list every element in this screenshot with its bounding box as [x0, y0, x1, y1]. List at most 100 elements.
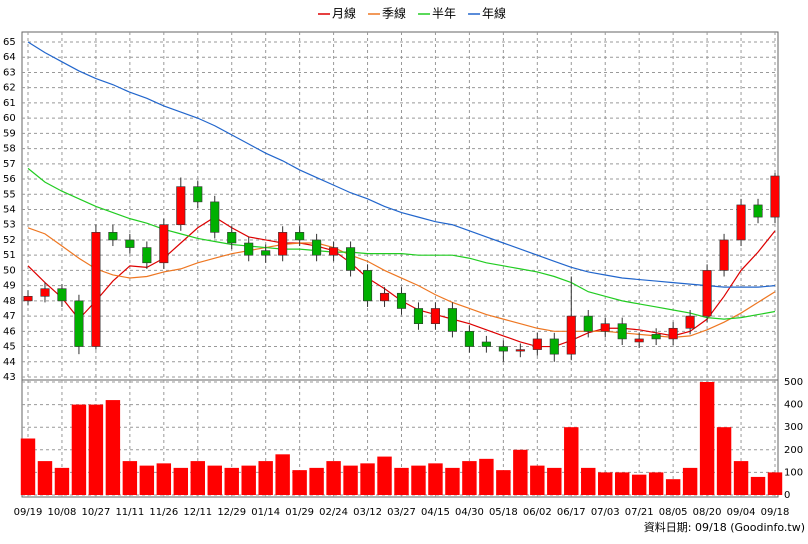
y-tick-label: 53	[3, 220, 16, 231]
y-tick-label: 59	[3, 128, 16, 139]
candle-body	[210, 201, 220, 233]
x-tick-label: 06/02	[523, 507, 552, 518]
candle-body	[549, 338, 559, 355]
volume-bar	[20, 438, 36, 495]
legend-label: 年線	[482, 6, 506, 21]
volume-bar	[767, 472, 783, 495]
volume-bar	[462, 461, 477, 495]
volume-bar	[530, 465, 545, 495]
volume-bar	[496, 470, 511, 495]
candle-body	[57, 288, 67, 302]
candle-body	[736, 204, 746, 241]
y-tick-label: 51	[3, 250, 16, 261]
volume-bar	[411, 465, 426, 495]
x-tick-label: 09/18	[761, 507, 790, 518]
volume-bar	[699, 382, 715, 495]
y2-tick-label: 400	[784, 400, 803, 411]
candle-body	[379, 292, 390, 302]
x-tick-label: 02/24	[319, 507, 348, 518]
y-tick-label: 56	[3, 174, 16, 185]
volume-bar	[343, 465, 358, 495]
x-tick-label: 03/27	[387, 507, 416, 518]
volume-bar	[614, 472, 630, 495]
candle-body	[464, 331, 474, 347]
volume-bar	[445, 467, 460, 495]
volume-bar	[360, 463, 375, 495]
candle-body	[413, 308, 424, 325]
candle-body	[363, 270, 373, 302]
candle-body	[91, 232, 101, 347]
y-tick-label: 57	[3, 159, 16, 170]
candle-body	[634, 338, 644, 343]
y-tick-label: 63	[3, 67, 16, 78]
y-tick-label: 58	[3, 144, 16, 155]
y-tick-label: 43	[3, 372, 16, 383]
candle-body	[583, 315, 593, 332]
volume-bar	[37, 461, 53, 495]
x-tick-label: 08/20	[693, 507, 722, 518]
candle-body	[753, 204, 763, 218]
x-tick-label: 11/26	[149, 507, 178, 518]
candle-body	[668, 327, 678, 340]
volume-bar	[581, 467, 596, 495]
x-tick-label: 07/03	[591, 507, 620, 518]
y-tick-label: 55	[3, 189, 16, 200]
candle-body	[227, 232, 237, 244]
y2-tick-label: 100	[784, 467, 803, 478]
volume-bar	[394, 467, 409, 495]
volume-bar	[428, 463, 443, 495]
y-tick-label: 54	[3, 205, 16, 216]
x-tick-label: 07/21	[625, 507, 654, 518]
x-tick-label: 09/19	[14, 507, 43, 518]
y-tick-label: 44	[3, 357, 16, 368]
volume-bar	[598, 472, 613, 495]
candle-body	[566, 315, 576, 355]
volume-bar	[292, 470, 307, 495]
candle-body	[651, 334, 661, 340]
candle-body	[719, 239, 729, 271]
candle-body	[498, 346, 508, 352]
volume-bar	[139, 465, 155, 495]
candle-body	[176, 186, 186, 226]
candle-body	[312, 239, 322, 256]
volume-bar	[377, 456, 392, 495]
volume-bar	[326, 461, 341, 495]
y-tick-label: 60	[3, 113, 16, 124]
candle-body	[396, 292, 407, 309]
volume-bar	[258, 461, 273, 495]
y2-tick-label: 300	[784, 422, 803, 433]
volume-bar	[682, 467, 698, 495]
volume-bar	[88, 404, 104, 495]
plot-frame	[21, 31, 779, 498]
volume-bar	[750, 476, 766, 495]
volume-bar	[105, 400, 121, 495]
volume-bar	[648, 472, 664, 495]
volume-bar	[275, 454, 290, 495]
y-tick-label: 64	[3, 52, 16, 63]
y2-tick-label: 0	[784, 490, 790, 501]
y-tick-label: 61	[3, 98, 16, 109]
x-tick-label: 04/30	[455, 507, 484, 518]
footnote: 資料日期: 09/18 (Goodinfo.tw)	[644, 520, 805, 534]
candle-body	[261, 250, 271, 256]
candle-body	[159, 224, 169, 264]
x-tick-label: 05/18	[489, 507, 518, 518]
candle-body	[600, 323, 610, 332]
volume-bar	[479, 458, 494, 495]
candle-body	[23, 295, 33, 302]
candle-body	[40, 288, 50, 297]
x-tick-label: 06/17	[557, 507, 586, 518]
x-tick-label: 12/11	[183, 507, 212, 518]
legend-label: 季線	[382, 6, 406, 21]
x-tick-label: 10/27	[81, 507, 110, 518]
candle-body	[125, 239, 135, 248]
volume-bar	[54, 467, 70, 495]
x-tick-label: 01/14	[251, 507, 280, 518]
candle-body	[430, 308, 440, 325]
candle-body	[329, 247, 339, 256]
candle-body	[74, 300, 84, 347]
legend-label: 半年	[432, 7, 456, 21]
candle-body	[346, 247, 356, 271]
